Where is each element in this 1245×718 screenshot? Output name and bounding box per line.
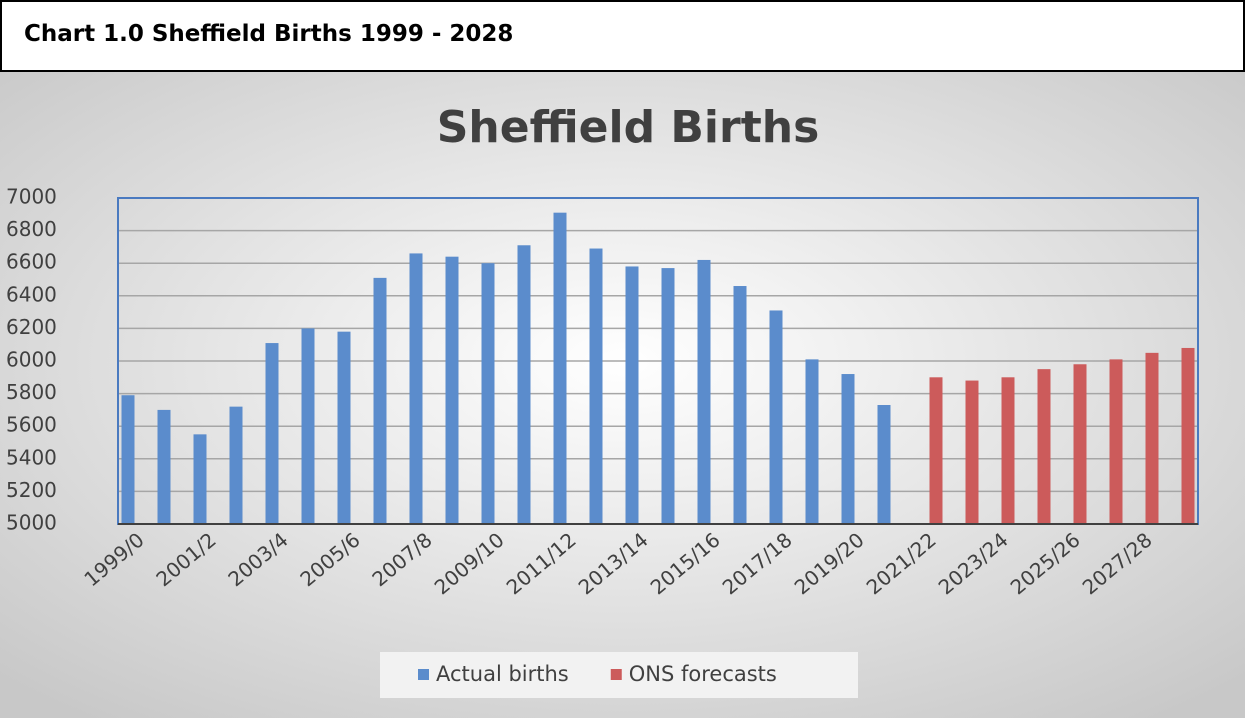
legend-swatch (610, 669, 622, 680)
bar (965, 380, 979, 524)
bar (157, 409, 171, 524)
y-tick-label: 7000 (6, 185, 57, 209)
bar (589, 248, 603, 524)
legend-swatch (418, 669, 429, 680)
legend-label: ONS forecasts (629, 662, 777, 686)
bar (445, 256, 459, 524)
y-tick-label: 5400 (6, 445, 57, 469)
bar (1109, 359, 1123, 524)
bar (1181, 347, 1195, 524)
y-tick-label: 6400 (6, 282, 57, 306)
bar (841, 374, 855, 524)
bar (877, 405, 891, 524)
bar (805, 359, 819, 524)
y-tick-label: 5000 (6, 511, 57, 535)
header: Chart 1.0 Sheffield Births 1999 - 2028 (0, 0, 1245, 72)
bar (769, 310, 783, 524)
bar (481, 263, 495, 524)
bar (517, 245, 531, 524)
bar (337, 331, 351, 524)
bar (373, 277, 387, 524)
bar (1073, 364, 1087, 524)
y-tick-label: 6200 (6, 315, 57, 339)
bar (697, 259, 711, 524)
bar (625, 266, 639, 524)
bar (121, 395, 135, 524)
bar (733, 286, 747, 524)
y-tick-label: 5600 (6, 413, 57, 437)
bar (553, 212, 567, 525)
bar (929, 377, 943, 524)
chart-title: Sheffield Births (437, 102, 820, 153)
header-title: Chart 1.0 Sheffield Births 1999 - 2028 (24, 21, 514, 47)
bar (1037, 369, 1051, 524)
chart: Sheffield Births 5000 5200 5400 5600 5800 600… (0, 72, 1245, 718)
bar (229, 406, 243, 524)
bar (265, 343, 279, 524)
y-tick-label: 6600 (6, 250, 57, 274)
y-tick-label: 6000 (6, 348, 57, 372)
bar (1145, 352, 1159, 524)
y-tick-label: 5800 (6, 380, 57, 404)
chart-background (0, 72, 1245, 718)
legend-label: Actual births (436, 662, 569, 686)
y-tick-label: 5200 (6, 478, 57, 502)
y-tick-label: 6800 (6, 217, 57, 241)
bar (193, 434, 207, 524)
bar (1001, 377, 1015, 524)
bar (409, 253, 423, 525)
bar (301, 328, 315, 524)
bar (661, 268, 675, 524)
